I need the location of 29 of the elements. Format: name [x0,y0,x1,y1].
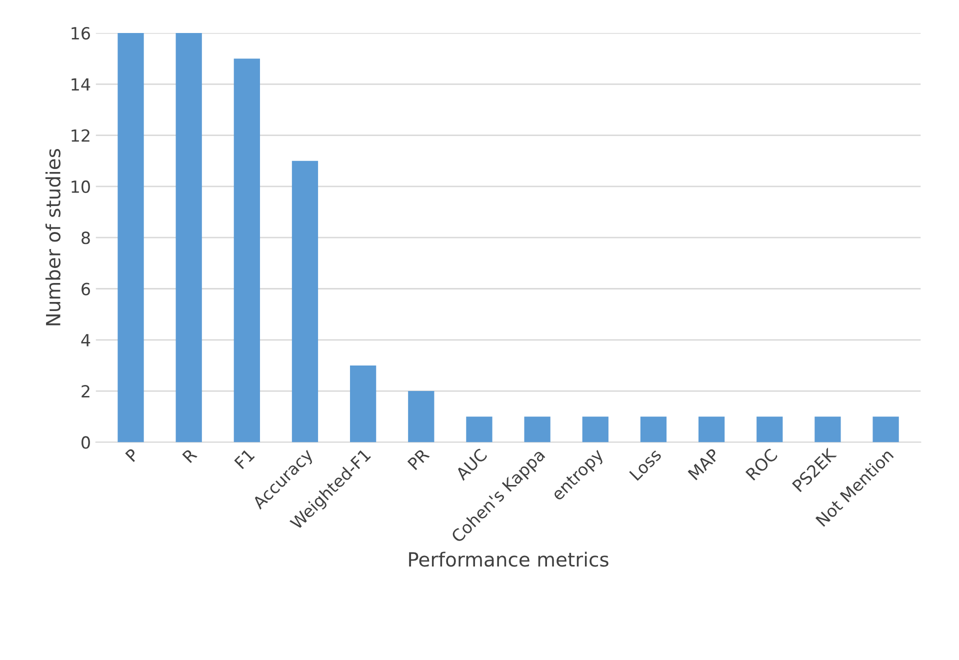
y-tick-label: 4 [81,334,90,346]
bar [582,416,608,442]
bar [292,160,318,442]
x-tick-label: PR [407,448,430,470]
bar [234,58,260,442]
y-tick-label: 12 [72,129,90,142]
y-tick-label: 0 [82,436,90,449]
y-axis-title: Number of studies [45,148,61,326]
bar [466,416,492,442]
x-tick-label: P [125,448,140,462]
x-tick-label: F1 [234,448,255,470]
bar [524,416,550,442]
x-axis-title: Performance metrics [409,552,608,567]
bar [872,416,899,442]
bar [814,416,841,442]
bar [118,33,144,442]
bar [350,365,376,442]
bar [176,33,202,442]
y-tick-label: 6 [82,282,90,296]
y-tick-label: 14 [72,78,90,90]
bar [698,416,725,442]
bar [756,416,783,442]
bar [408,391,434,442]
bar [640,416,667,442]
y-tick-label: 8 [82,232,90,244]
x-tick-label: R [182,448,198,464]
y-tick-label: 2 [82,385,90,398]
y-tick-label: 10 [72,180,90,194]
y-tick-label: 16 [72,26,90,40]
